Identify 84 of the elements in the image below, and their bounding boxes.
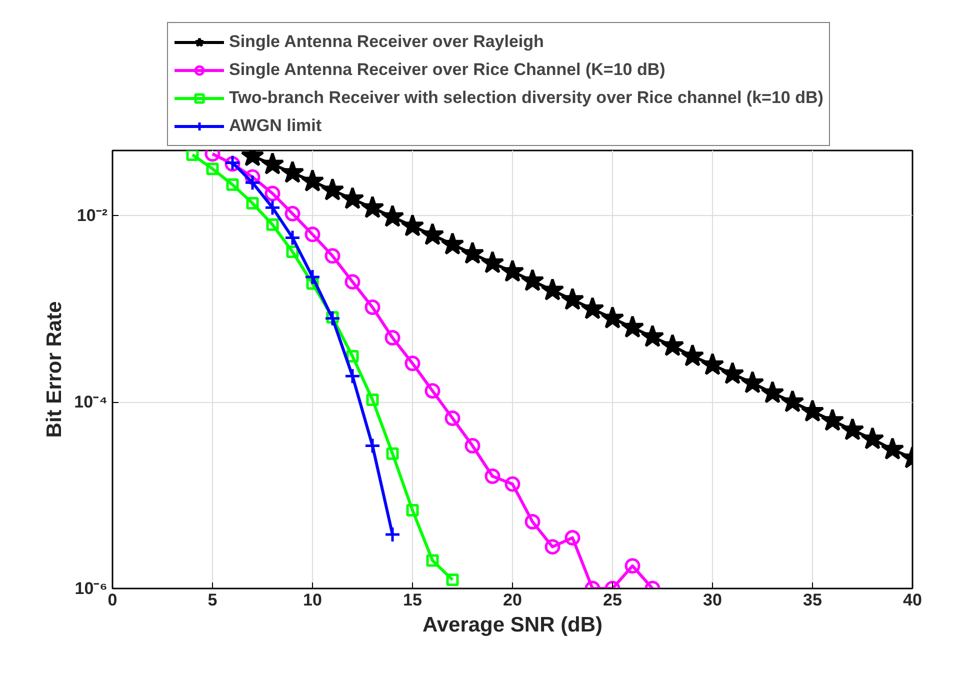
point xyxy=(524,514,540,530)
point xyxy=(540,278,564,300)
point xyxy=(680,344,704,366)
point xyxy=(780,390,804,412)
x-tick-label: 15 xyxy=(403,590,422,610)
point xyxy=(264,199,281,216)
point xyxy=(440,232,464,255)
point xyxy=(380,204,404,228)
point xyxy=(364,300,380,316)
point xyxy=(340,186,364,210)
point xyxy=(246,196,259,210)
point xyxy=(304,226,320,242)
point xyxy=(406,504,419,517)
x-tick-label: 10 xyxy=(303,590,322,610)
point xyxy=(740,370,764,394)
point xyxy=(264,186,280,202)
legend-label: AWGN limit xyxy=(229,115,322,137)
point xyxy=(840,418,864,440)
point xyxy=(364,438,381,454)
y-axis-title: Bit Error Rate xyxy=(43,301,66,438)
point xyxy=(386,447,399,460)
point xyxy=(384,526,401,543)
x-tick-label: 25 xyxy=(603,590,622,610)
point xyxy=(564,530,580,546)
y-tick-label: 10⁻⁴ xyxy=(74,392,108,412)
point xyxy=(640,324,664,348)
point xyxy=(700,352,724,376)
point xyxy=(244,174,261,191)
point xyxy=(800,399,824,422)
legend-label: Single Antenna Receiver over Rayleigh xyxy=(229,31,544,53)
point xyxy=(300,169,324,192)
point xyxy=(620,315,644,338)
point xyxy=(320,178,344,200)
point xyxy=(384,330,400,346)
point xyxy=(266,218,279,231)
point xyxy=(344,368,361,384)
point xyxy=(820,408,844,431)
point xyxy=(344,274,360,290)
x-tick-label: 30 xyxy=(703,590,722,610)
x-axis-title: Average SNR (dB) xyxy=(422,614,603,636)
point xyxy=(404,356,420,372)
point xyxy=(560,288,584,310)
point xyxy=(324,310,341,327)
point xyxy=(520,268,544,292)
point xyxy=(880,437,904,460)
x-tick-label: 20 xyxy=(503,590,522,610)
point xyxy=(500,260,524,282)
x-tick-label: 40 xyxy=(903,590,922,610)
point xyxy=(760,380,784,404)
x-tick-label: 35 xyxy=(803,590,822,610)
point xyxy=(226,178,239,191)
point xyxy=(420,222,444,246)
legend-label: Two-branch Receiver with selection diversity over Rice channel (k=10 dB) xyxy=(229,87,824,109)
point xyxy=(280,160,304,183)
point xyxy=(460,242,484,264)
point xyxy=(426,554,439,567)
point xyxy=(484,468,500,484)
legend-label: Single Antenna Receiver over Rice Channel (K=10 dB) xyxy=(229,59,666,81)
point xyxy=(206,162,219,176)
point xyxy=(324,248,340,264)
point xyxy=(366,393,379,406)
point xyxy=(480,250,504,274)
point xyxy=(624,558,640,574)
point xyxy=(600,306,624,329)
point xyxy=(304,268,321,286)
point xyxy=(464,438,480,454)
point xyxy=(284,206,300,222)
point xyxy=(400,214,424,236)
point xyxy=(720,362,744,384)
point xyxy=(544,539,560,555)
y-tick-label: 10⁻² xyxy=(76,206,108,226)
point xyxy=(360,196,384,218)
x-tick-label: 0 xyxy=(108,590,118,610)
y-tick-label: 10⁻⁶ xyxy=(74,579,108,598)
x-tick-label: 5 xyxy=(208,590,218,610)
point xyxy=(260,152,284,175)
point xyxy=(446,574,459,586)
point xyxy=(284,229,301,246)
point xyxy=(444,410,460,426)
point xyxy=(424,383,440,399)
point xyxy=(660,334,684,356)
point xyxy=(580,296,604,320)
point xyxy=(860,426,884,450)
point xyxy=(504,476,520,492)
